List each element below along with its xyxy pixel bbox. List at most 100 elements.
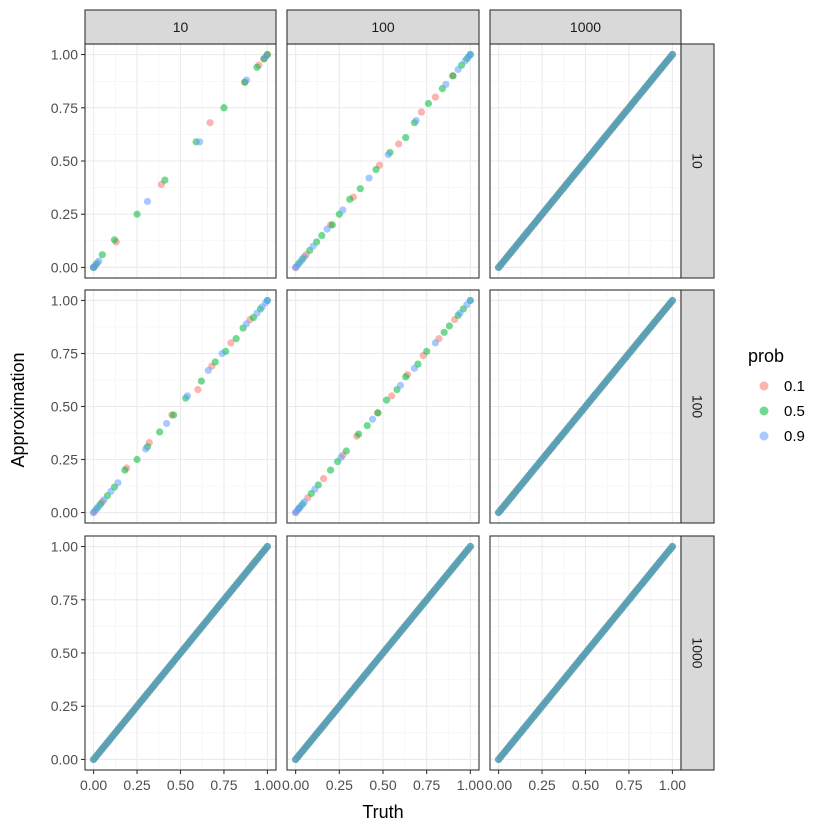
data-point-prob-0.5	[211, 358, 219, 366]
data-point-prob-0.9	[466, 50, 474, 59]
row-strip-label: 1000	[690, 637, 706, 668]
data-point-prob-0.9	[412, 116, 420, 125]
x-tick-label: 0.00	[80, 777, 107, 793]
x-tick-label: 0.25	[123, 777, 150, 793]
x-tick-label: 0.50	[572, 777, 599, 793]
data-points	[495, 542, 677, 764]
panel-10-1000	[84, 535, 277, 771]
legend-label: 0.1	[784, 378, 805, 395]
panels-layer	[84, 43, 682, 771]
data-point-prob-0.9	[262, 53, 270, 61]
data-point-prob-0.1	[227, 339, 235, 347]
data-point-prob-0.9	[442, 80, 450, 88]
column-strip-label: 100	[371, 19, 395, 35]
x-tick-label: 1.00	[457, 777, 484, 793]
x-axis-title: Truth	[362, 802, 403, 822]
data-point-prob-0.5	[449, 72, 457, 80]
data-point-prob-0.5	[356, 185, 364, 193]
data-point-prob-0.5	[423, 347, 431, 355]
legend-items: 0.1 0.5 0.9	[759, 378, 805, 445]
data-points	[292, 296, 474, 517]
data-point-prob-0.5	[232, 335, 240, 343]
data-point-prob-0.9	[218, 349, 226, 358]
data-point-prob-0.9	[466, 542, 474, 551]
legend-label: 0.9	[784, 428, 805, 445]
column-strip-label: 1000	[570, 19, 601, 35]
data-point-prob-0.9	[466, 296, 474, 305]
data-point-prob-0.9	[142, 445, 150, 453]
data-point-prob-0.9	[456, 309, 464, 317]
data-point-prob-0.9	[242, 76, 251, 84]
data-point-prob-0.9	[163, 419, 171, 428]
data-point-prob-0.9	[300, 253, 308, 261]
data-point-prob-0.9	[300, 498, 308, 506]
data-point-prob-0.9	[263, 542, 271, 551]
data-point-prob-0.5	[328, 221, 336, 229]
data-point-prob-0.5	[110, 236, 119, 244]
data-point-prob-0.5	[121, 466, 129, 474]
x-tick-label: 0.50	[369, 777, 396, 793]
data-points	[495, 50, 677, 272]
data-points	[292, 542, 474, 764]
y-tick-label: 1.00	[51, 539, 78, 555]
y-tick-label: 0.50	[51, 153, 78, 169]
data-point-prob-0.1	[194, 385, 202, 394]
data-point-prob-0.5	[363, 421, 371, 430]
row-strip-label: 100	[690, 395, 706, 419]
data-point-prob-0.9	[183, 392, 192, 400]
data-point-prob-0.1	[206, 119, 214, 127]
data-point-prob-0.9	[668, 296, 677, 305]
data-point-prob-0.5	[346, 195, 354, 203]
column-strip	[84, 9, 277, 45]
y-tick-label: 0.75	[51, 592, 78, 608]
y-tick-label: 0.25	[51, 452, 78, 468]
data-point-prob-0.9	[339, 206, 347, 214]
data-point-prob-0.5	[402, 133, 410, 142]
data-point-prob-0.9	[454, 65, 462, 74]
panel-100-100	[286, 289, 480, 524]
x-tick-label: 0.50	[167, 777, 194, 793]
data-point-prob-0.9	[668, 50, 677, 59]
data-point-prob-0.9	[368, 415, 377, 423]
panel-10-100	[84, 289, 277, 524]
data-point-prob-0.9	[311, 485, 319, 493]
data-point-prob-0.1	[417, 108, 426, 116]
x-tick-label: 1.00	[659, 777, 686, 793]
x-tick-label: 0.75	[210, 777, 237, 793]
y-tick-label: 1.00	[51, 292, 78, 308]
data-points	[292, 50, 474, 272]
data-point-prob-0.5	[445, 322, 453, 330]
legend-title: prob	[748, 346, 784, 366]
legend-key-0.9	[759, 431, 769, 441]
y-tick-label: 0.75	[51, 100, 78, 116]
y-tick-label: 0.00	[51, 505, 78, 521]
x-tick-label: 0.25	[326, 777, 353, 793]
data-point-prob-0.5	[424, 99, 433, 108]
x-tick-label: 1.00	[254, 777, 281, 793]
y-tick-label: 1.00	[51, 47, 78, 63]
y-tick-label: 0.25	[51, 698, 78, 714]
panel-100-1000	[286, 535, 480, 771]
column-strip	[489, 9, 682, 45]
data-point-prob-0.9	[253, 309, 261, 317]
data-point-prob-0.5	[402, 373, 410, 381]
panel-10-10	[84, 43, 277, 279]
axes-layer: 10 100 10001010010000.000.250.500.751.000.…	[51, 9, 715, 793]
panel-1000-10	[489, 43, 682, 279]
data-point-prob-0.5	[197, 377, 205, 385]
data-point-prob-0.5	[372, 165, 380, 174]
data-points	[89, 50, 271, 272]
data-point-prob-0.5	[161, 176, 169, 184]
panel-1000-100	[489, 289, 682, 524]
panel-border	[286, 289, 480, 524]
data-point-prob-0.9	[668, 542, 677, 551]
x-tick-label: 0.25	[528, 777, 555, 793]
legend-key-0.1	[759, 381, 769, 391]
data-point-prob-0.9	[107, 487, 115, 495]
column-strip	[286, 9, 480, 45]
data-point-prob-0.9	[242, 320, 251, 328]
y-tick-label: 0.00	[51, 259, 78, 275]
data-point-prob-0.9	[143, 197, 152, 206]
x-tick-label: 0.00	[485, 777, 512, 793]
data-point-prob-0.9	[323, 225, 331, 233]
